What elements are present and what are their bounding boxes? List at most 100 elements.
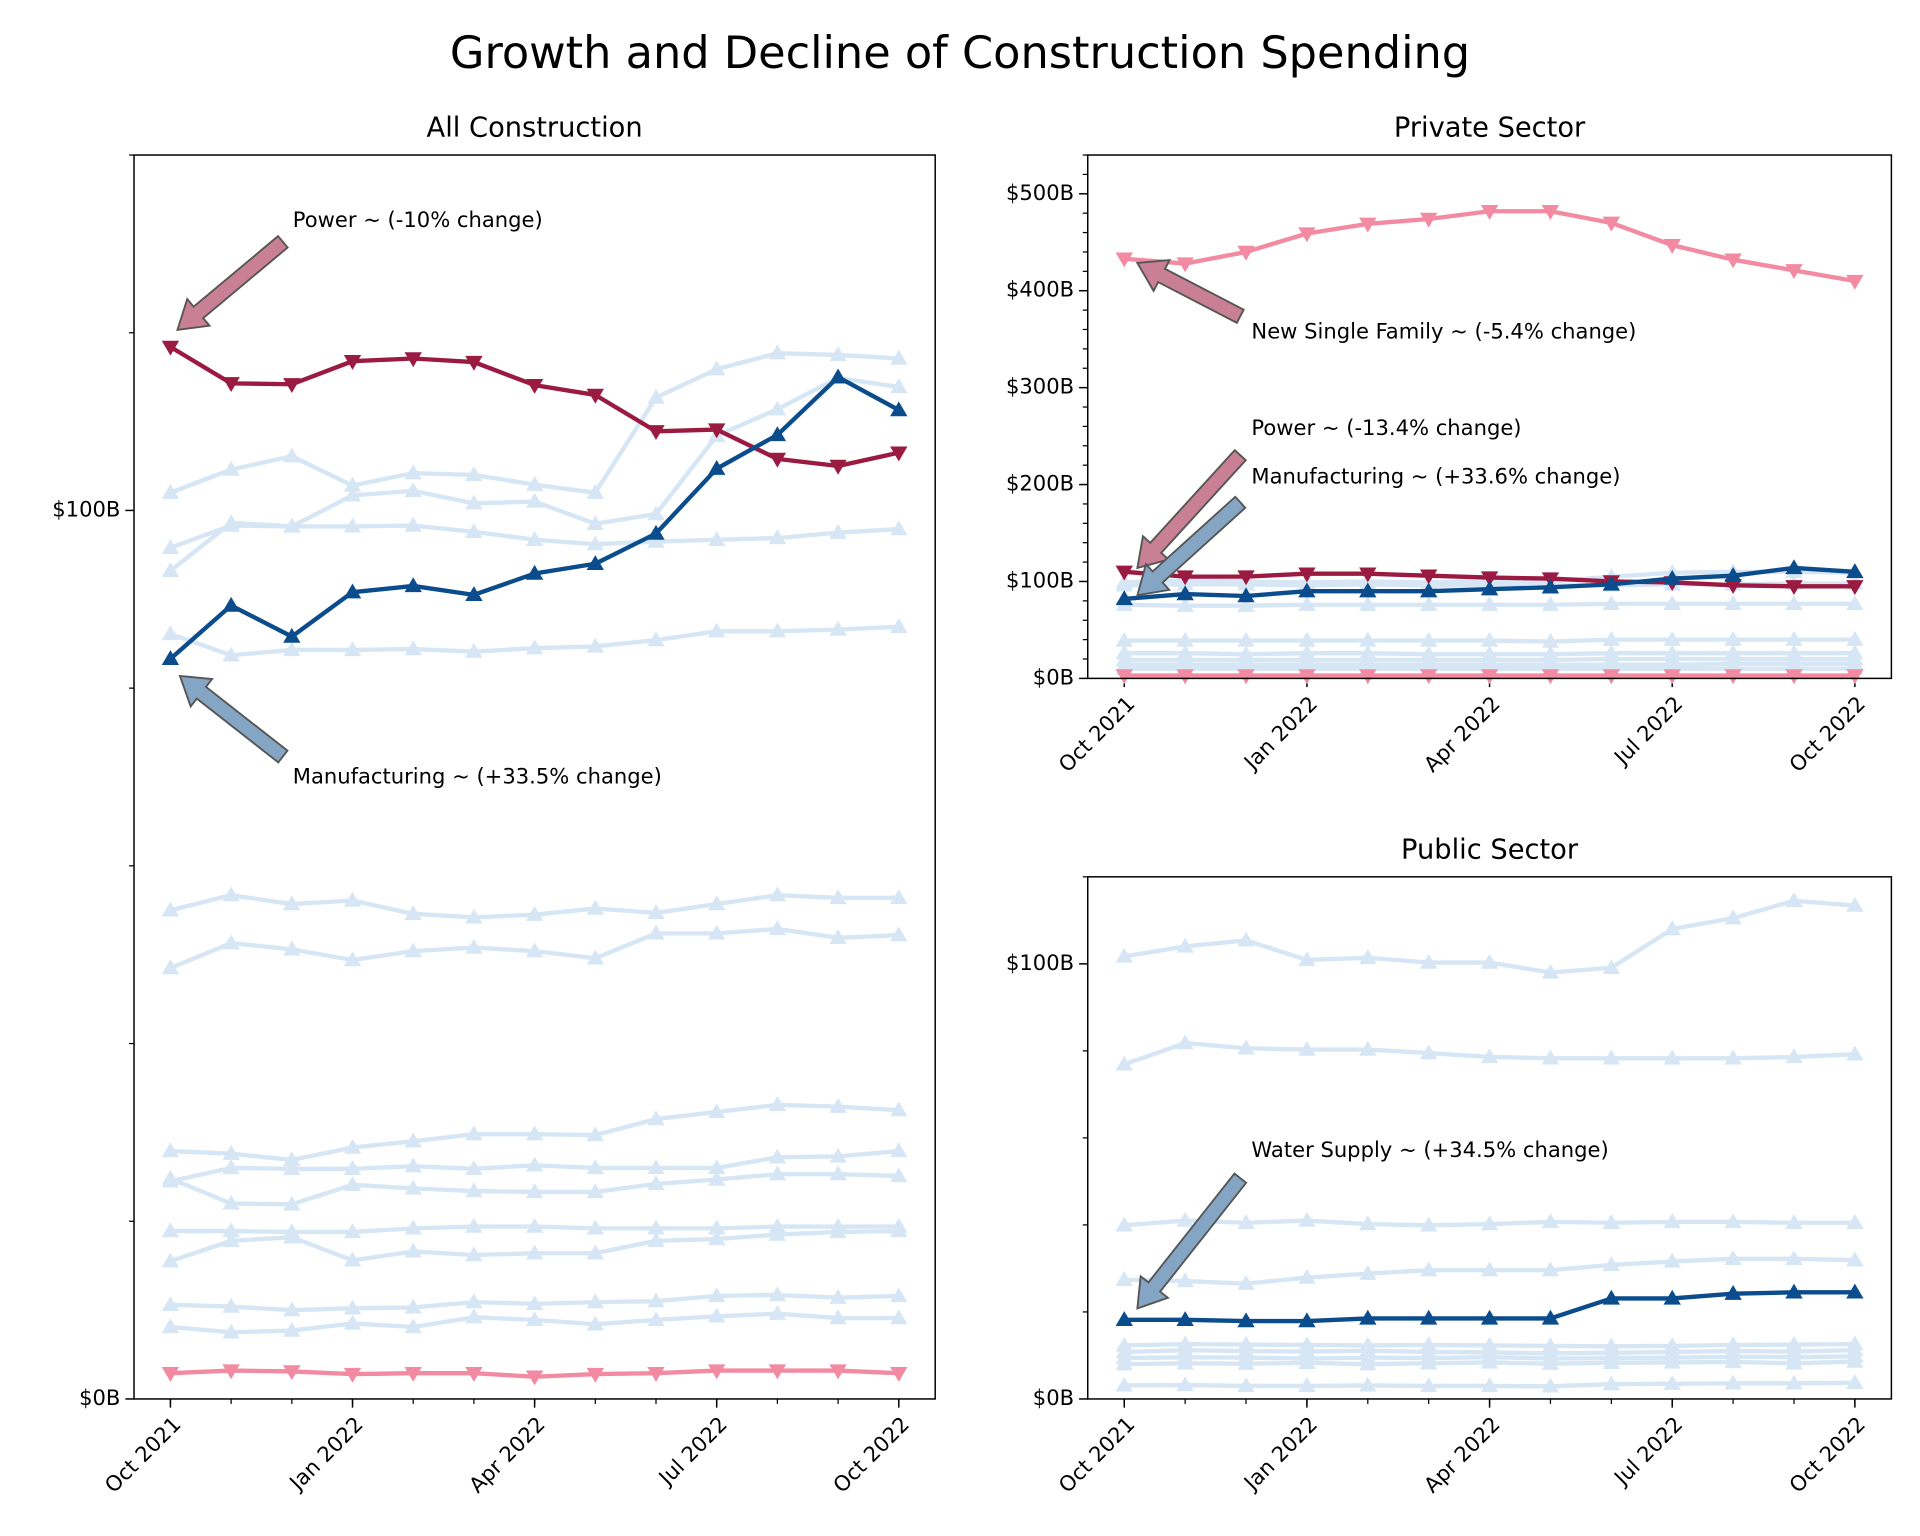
- marker: [1176, 257, 1194, 273]
- y-tick-label: $400B: [1006, 277, 1074, 302]
- marker: [1115, 576, 1133, 592]
- marker: [1480, 1215, 1499, 1231]
- x-tick-label: Oct 2022: [1784, 1411, 1870, 1497]
- marker: [1176, 1354, 1194, 1370]
- marker: [283, 517, 301, 533]
- annotation-text: Manufacturing ~ (+33.5% change): [293, 764, 662, 789]
- marker: [708, 531, 726, 546]
- marker: [1298, 1040, 1316, 1056]
- marker: [525, 1311, 544, 1327]
- marker: [1724, 566, 1742, 582]
- marker: [283, 378, 301, 393]
- marker: [647, 904, 665, 920]
- marker: [1541, 1261, 1560, 1277]
- marker: [161, 959, 180, 975]
- axes-frame: [1086, 876, 1893, 1400]
- marker: [1602, 959, 1621, 974]
- marker: [1115, 669, 1133, 685]
- marker: [465, 1246, 483, 1262]
- marker: [1420, 1309, 1438, 1325]
- marker: [647, 505, 665, 521]
- annotation-text: New Single Family ~ (-5.4% change): [1251, 318, 1636, 343]
- marker: [404, 516, 422, 532]
- marker: [1480, 631, 1499, 647]
- marker: [1480, 205, 1499, 220]
- y-tick-label: $500B: [1006, 180, 1074, 205]
- marker: [283, 627, 301, 643]
- x-tick-label: Jul 2022: [652, 1411, 732, 1491]
- y-tick-label: $100B: [52, 496, 120, 521]
- marker: [829, 368, 847, 384]
- marker: [404, 482, 422, 498]
- marker: [1359, 582, 1377, 598]
- marker: [1785, 264, 1803, 280]
- marker: [1724, 1353, 1742, 1369]
- marker: [283, 1321, 301, 1337]
- marker: [222, 1232, 240, 1248]
- marker: [708, 924, 726, 940]
- marker: [404, 577, 422, 593]
- marker: [1237, 1355, 1255, 1370]
- marker: [1785, 1250, 1803, 1266]
- x-tick-label: Jan 2022: [283, 1411, 368, 1496]
- marker: [1785, 1374, 1803, 1390]
- marker: [647, 1175, 665, 1191]
- marker: [890, 446, 908, 462]
- marker: [465, 466, 483, 482]
- annotation-text: Water Supply ~ (+34.5% change): [1251, 1137, 1608, 1162]
- marker: [1298, 1377, 1316, 1393]
- marker: [1237, 1214, 1255, 1229]
- marker: [1359, 1355, 1377, 1371]
- marker: [343, 517, 362, 533]
- marker: [890, 618, 908, 634]
- marker: [1724, 1213, 1742, 1229]
- marker: [708, 1364, 726, 1380]
- marker: [465, 355, 483, 371]
- marker: [1785, 630, 1803, 646]
- marker: [1176, 1211, 1194, 1227]
- marker: [1298, 631, 1316, 647]
- marker: [1602, 216, 1621, 232]
- marker: [1237, 1274, 1255, 1290]
- marker: [647, 1219, 665, 1235]
- marker: [343, 1160, 362, 1176]
- marker: [1420, 212, 1438, 228]
- marker: [283, 1160, 301, 1176]
- marker: [1846, 896, 1864, 912]
- marker: [1359, 1309, 1377, 1325]
- x-tick-label: Jan 2022: [1237, 691, 1322, 776]
- marker: [1541, 205, 1560, 220]
- x-tick-label: Oct 2021: [1053, 1411, 1139, 1497]
- marker: [465, 908, 483, 924]
- marker: [465, 1182, 483, 1198]
- marker: [1785, 1048, 1803, 1064]
- marker: [161, 340, 180, 356]
- marker: [586, 637, 604, 653]
- marker: [161, 1169, 180, 1185]
- marker: [890, 1142, 908, 1158]
- marker: [465, 586, 483, 602]
- line: [169, 345, 900, 469]
- marker: [283, 1301, 301, 1317]
- marker: [1420, 1216, 1438, 1232]
- annotation-arrow: [1135, 258, 1245, 325]
- marker: [404, 1242, 422, 1258]
- marker: [768, 344, 787, 360]
- marker: [1541, 578, 1560, 594]
- axes-frame: [133, 154, 936, 1400]
- marker: [343, 891, 362, 907]
- marker: [829, 1223, 847, 1239]
- marker: [465, 938, 483, 954]
- marker: [222, 1222, 240, 1238]
- marker: [465, 523, 483, 538]
- marker: [1663, 1252, 1681, 1268]
- marker: [890, 1222, 908, 1238]
- x-tick-label: Apr 2022: [1419, 1411, 1505, 1497]
- marker: [1237, 1377, 1255, 1393]
- marker: [283, 1151, 301, 1167]
- marker: [1785, 1214, 1803, 1229]
- marker: [1237, 570, 1255, 586]
- marker: [647, 524, 665, 540]
- marker: [1602, 575, 1621, 591]
- marker: [1115, 1376, 1133, 1392]
